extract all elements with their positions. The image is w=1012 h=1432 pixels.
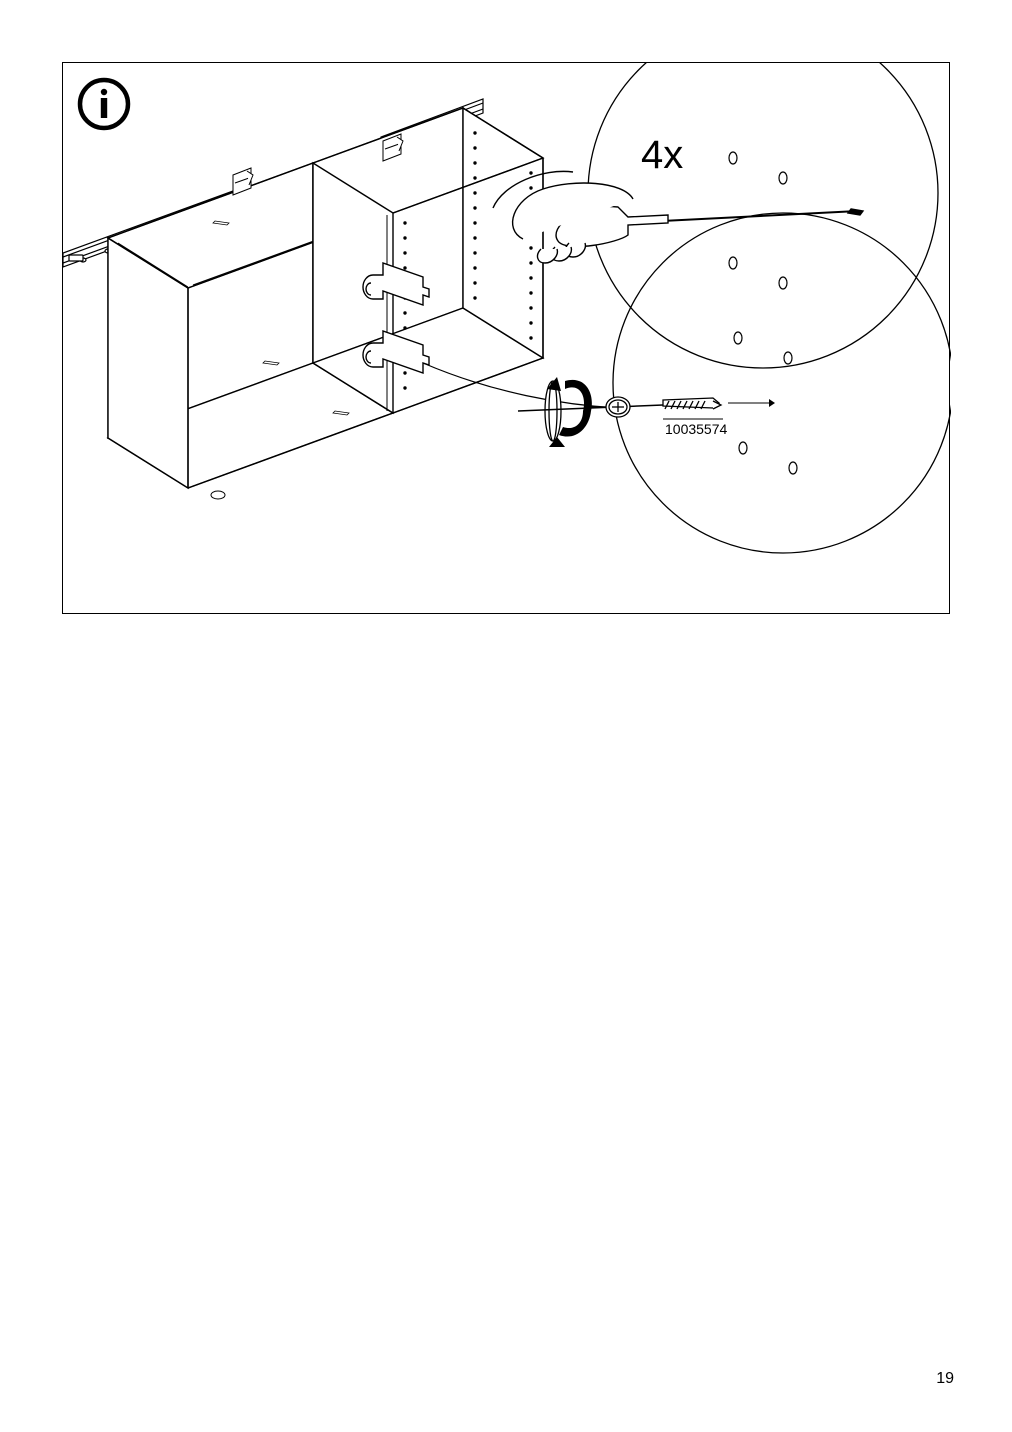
diagram-frame: 4x 10035574: [62, 62, 950, 614]
pilot-holes: [729, 152, 797, 474]
page-number: 19: [936, 1370, 954, 1388]
instruction-page: 4x 10035574 19: [0, 0, 1012, 1432]
part-number-label: 10035574: [665, 421, 727, 437]
assembly-diagram: [63, 63, 951, 615]
cabinet-right: [313, 108, 543, 413]
quantity-label: 4x: [641, 133, 683, 178]
cabinet-foot: [211, 491, 225, 499]
detail-circle-lower: [613, 213, 951, 553]
